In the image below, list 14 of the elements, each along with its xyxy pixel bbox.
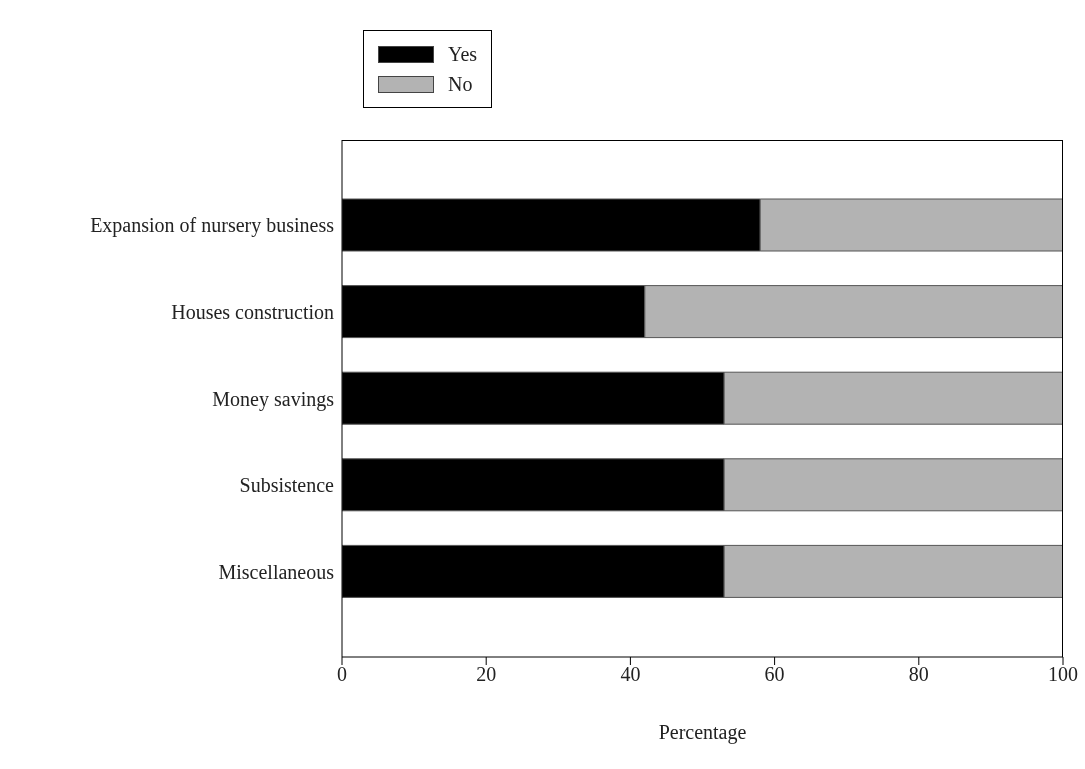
x-tick-label: 100 bbox=[1048, 663, 1078, 686]
y-tick-label: Houses construction bbox=[171, 301, 334, 323]
y-tick-label: Expansion of nursery business bbox=[90, 214, 335, 238]
x-tick-label: 20 bbox=[476, 663, 497, 686]
x-tick-label: 60 bbox=[764, 663, 785, 686]
y-tick-label: Miscellaneous bbox=[218, 560, 335, 583]
legend-label: No bbox=[448, 72, 473, 96]
y-tick-label: Money savings bbox=[212, 387, 335, 411]
x-axis-title: Percentage bbox=[658, 721, 747, 744]
y-tick-label: Subsistence bbox=[239, 474, 335, 497]
x-tick-label: 40 bbox=[620, 663, 641, 686]
x-tick-label: 80 bbox=[908, 663, 929, 686]
x-tick-label: 0 bbox=[337, 663, 347, 686]
legend-label: Yes bbox=[448, 42, 478, 66]
